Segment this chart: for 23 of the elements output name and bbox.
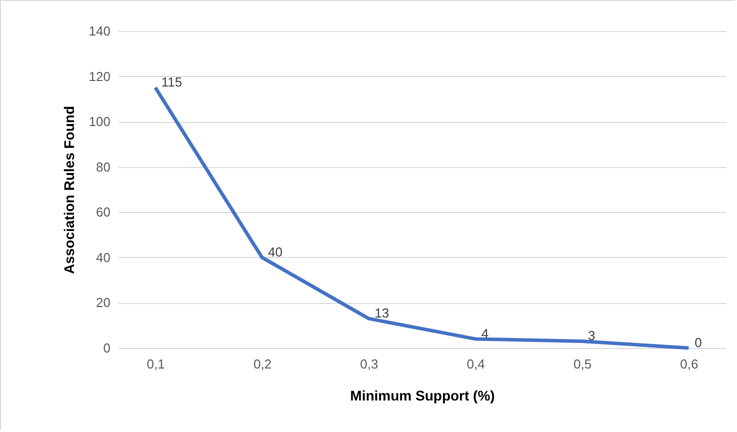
y-tick-label: 0 [103, 340, 110, 356]
y-axis-title: Association Rules Found [60, 106, 77, 274]
y-tick-label: 120 [88, 68, 110, 84]
data-label: 4 [481, 326, 489, 341]
line-series [154, 86, 690, 350]
data-label: 40 [268, 244, 282, 260]
data-label: 3 [588, 328, 596, 344]
x-tick-label: 0,4 [466, 356, 485, 372]
y-tick-label: 140 [88, 24, 110, 38]
y-tick-label: 20 [96, 295, 110, 310]
y-tick-label: 100 [88, 114, 110, 130]
x-tick-label: 0,6 [680, 356, 698, 372]
data-label: 0 [694, 335, 702, 350]
x-tick-label: 0,1 [146, 356, 165, 372]
data-label: 13 [374, 306, 390, 321]
x-axis-title: Minimum Support (%) [350, 388, 495, 404]
x-tick-label: 0,5 [573, 356, 592, 372]
y-tick-label: 40 [96, 250, 110, 265]
y-tick-label: 60 [96, 204, 110, 220]
data-label: 115 [161, 74, 182, 90]
x-tick-label: 0,3 [360, 356, 378, 372]
x-tick-label: 0,2 [253, 356, 272, 372]
y-tick-label: 80 [96, 159, 110, 174]
